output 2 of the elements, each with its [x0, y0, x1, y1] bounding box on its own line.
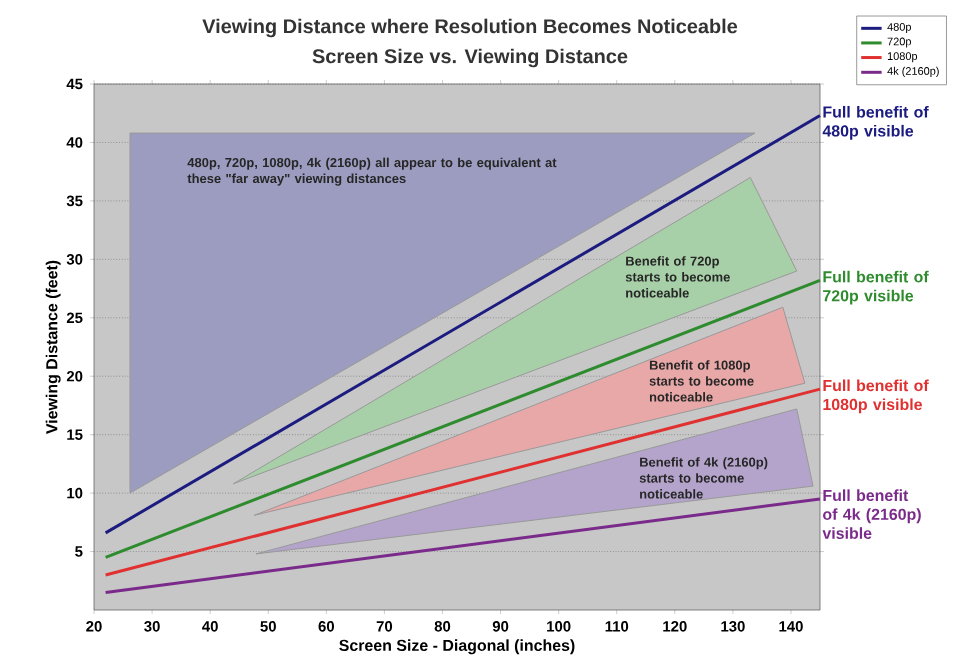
- chart-title: Viewing Distance where Resolution Becomes Noticeable: [202, 18, 738, 38]
- chart-subtitle: Screen Size vs. Viewing Distance: [312, 48, 628, 68]
